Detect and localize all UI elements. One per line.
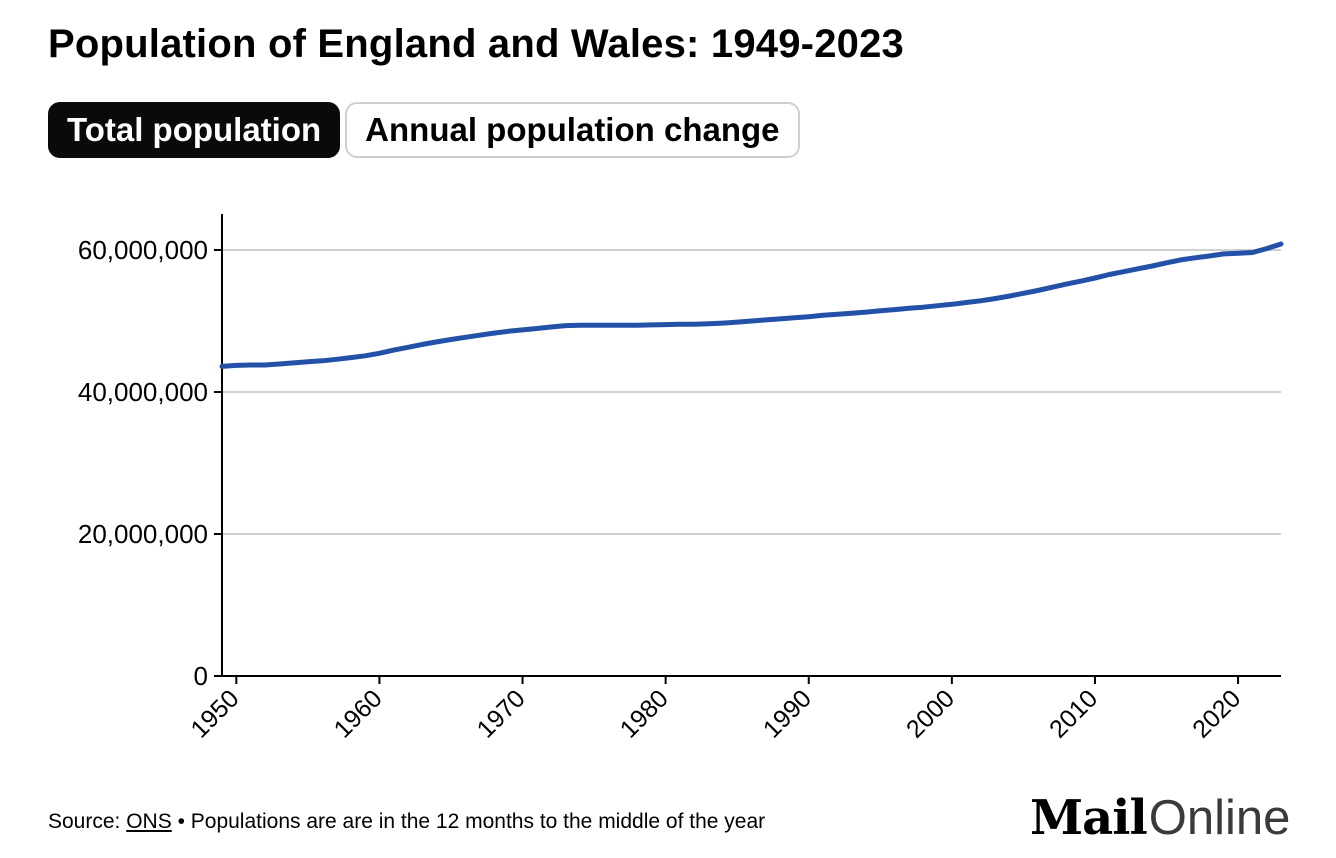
x-tick-label: 2020 (1187, 684, 1246, 743)
y-tick-label: 20,000,000 (78, 519, 208, 549)
x-tick-label: 1950 (185, 684, 244, 743)
x-tick-label: 1960 (329, 684, 388, 743)
x-tick-label: 2010 (1044, 684, 1103, 743)
logo-online: Online (1148, 791, 1291, 845)
mailonline-logo: Mail Online (1030, 790, 1290, 846)
chart-title: Population of England and Wales: 1949-20… (48, 22, 904, 66)
x-tick-label: 2000 (901, 684, 960, 743)
source-prefix: Source: (48, 810, 121, 833)
tab-total-population[interactable]: Total population (48, 102, 341, 158)
source-note: Source: ONS • Populations are are in the… (48, 810, 765, 834)
y-tick-label: 60,000,000 (78, 235, 208, 265)
logo-mail: Mail (1030, 790, 1148, 846)
view-tabs: Total population Annual population chang… (48, 102, 800, 158)
x-tick-label: 1990 (758, 684, 817, 743)
tab-annual-population-change[interactable]: Annual population change (345, 102, 800, 158)
population-line (219, 241, 1284, 369)
y-tick-label: 40,000,000 (78, 377, 208, 407)
x-tick-label: 1980 (615, 684, 674, 743)
source-link[interactable]: ONS (126, 810, 172, 833)
source-note-text: • Populations are are in the 12 months t… (177, 810, 766, 833)
x-tick-label: 1970 (472, 684, 531, 743)
y-tick-label: 0 (194, 661, 208, 691)
